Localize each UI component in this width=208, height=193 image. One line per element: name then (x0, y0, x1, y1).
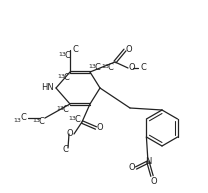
Text: 13: 13 (101, 63, 109, 69)
Text: C: C (140, 63, 146, 73)
Text: C: C (94, 63, 100, 71)
Text: 13: 13 (68, 115, 76, 120)
Text: C: C (38, 118, 44, 126)
Text: 13: 13 (88, 63, 96, 69)
Text: 13: 13 (13, 119, 21, 124)
Text: O: O (129, 163, 135, 173)
Text: O: O (129, 63, 135, 73)
Text: 13: 13 (32, 119, 40, 124)
Text: 13: 13 (56, 106, 64, 111)
Text: C: C (62, 145, 68, 153)
Text: 13: 13 (58, 52, 66, 57)
Text: C: C (64, 51, 70, 59)
Text: O: O (151, 177, 157, 185)
Text: O: O (97, 124, 103, 133)
Text: C: C (63, 73, 69, 81)
Text: 13: 13 (57, 74, 65, 79)
Text: C: C (62, 104, 68, 113)
Text: C: C (74, 114, 80, 124)
Text: HN: HN (41, 84, 53, 92)
Text: C: C (20, 113, 26, 123)
Text: C: C (107, 63, 113, 71)
Text: N: N (145, 157, 151, 167)
Text: C: C (72, 45, 78, 53)
Text: O: O (126, 46, 132, 54)
Text: O: O (67, 130, 73, 139)
